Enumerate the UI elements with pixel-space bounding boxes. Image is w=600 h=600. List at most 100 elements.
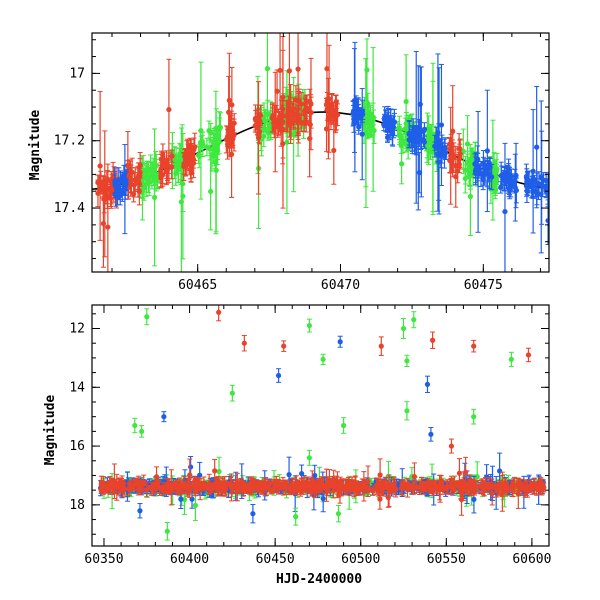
data-point xyxy=(438,142,444,148)
x-tick-label: 60470 xyxy=(321,278,360,293)
data-point xyxy=(153,162,159,168)
data-point xyxy=(256,130,262,136)
data-point xyxy=(204,144,210,150)
data-point xyxy=(323,101,330,108)
data-point xyxy=(351,120,357,126)
data-point xyxy=(304,105,310,111)
data-point xyxy=(192,502,198,508)
data-point xyxy=(213,167,219,173)
data-point xyxy=(421,126,428,132)
plot-area xyxy=(92,33,549,272)
data-point xyxy=(223,136,229,143)
data-point xyxy=(457,153,463,159)
data-point xyxy=(188,464,194,470)
data-point xyxy=(166,106,172,113)
data-point xyxy=(230,131,236,137)
data-point xyxy=(472,161,478,167)
data-point xyxy=(432,143,438,149)
data-point xyxy=(417,101,423,107)
data-point xyxy=(270,112,276,119)
data-point xyxy=(191,156,197,163)
data-point xyxy=(545,184,549,190)
data-point xyxy=(324,66,330,72)
data-point xyxy=(151,194,158,200)
data-point xyxy=(358,113,364,119)
data-point xyxy=(493,181,499,187)
data-point xyxy=(226,109,232,115)
data-point xyxy=(128,178,134,184)
data-point xyxy=(363,117,369,123)
data-point xyxy=(131,191,137,197)
data-point xyxy=(540,183,546,189)
data-point xyxy=(295,66,301,72)
data-point xyxy=(545,217,549,224)
data-point xyxy=(451,155,457,161)
data-point xyxy=(307,98,313,104)
data-point xyxy=(506,186,512,192)
data-point xyxy=(280,94,286,100)
data-point xyxy=(95,190,101,196)
data-point xyxy=(418,136,424,143)
data-point xyxy=(307,122,313,128)
data-point xyxy=(185,152,191,158)
data-point xyxy=(350,108,357,114)
data-point xyxy=(264,111,271,117)
data-point xyxy=(116,178,122,184)
data-point xyxy=(356,124,362,130)
data-point xyxy=(169,153,175,159)
data-point xyxy=(226,97,232,103)
data-point xyxy=(331,147,337,154)
data-point xyxy=(433,133,440,140)
data-point xyxy=(143,176,150,182)
data-point xyxy=(274,88,280,94)
data-point xyxy=(513,172,519,179)
data-point xyxy=(450,128,456,134)
data-point xyxy=(535,191,542,197)
data-point xyxy=(95,179,101,186)
data-point xyxy=(492,169,498,175)
data-point xyxy=(484,148,490,154)
x-tick-label: 60465 xyxy=(178,278,217,293)
data-point xyxy=(502,176,508,182)
data-point xyxy=(283,113,289,119)
data-point xyxy=(277,67,283,73)
data-point xyxy=(364,67,370,73)
data-point xyxy=(464,141,471,147)
data-point xyxy=(298,120,304,126)
data-point xyxy=(135,180,141,186)
data-point xyxy=(399,161,405,167)
data-point xyxy=(442,150,449,156)
data-point xyxy=(529,184,535,190)
x-tick-label: 60475 xyxy=(464,278,503,293)
data-point xyxy=(474,474,480,480)
data-point xyxy=(370,116,376,123)
data-point xyxy=(506,166,512,173)
data-point xyxy=(295,116,301,122)
data-point xyxy=(217,124,224,131)
data-point xyxy=(385,115,391,121)
data-point xyxy=(210,145,216,151)
data-point xyxy=(512,177,518,184)
data-point xyxy=(489,174,495,180)
data-point xyxy=(502,208,508,215)
data-point xyxy=(149,172,155,178)
data-point xyxy=(298,101,304,107)
data-point xyxy=(105,224,111,230)
data-point xyxy=(208,188,214,195)
data-point xyxy=(229,102,235,108)
data-point xyxy=(182,159,189,165)
y-tick-label: 17 xyxy=(69,66,85,81)
data-point xyxy=(359,131,365,137)
data-point xyxy=(534,144,540,150)
data-point xyxy=(524,178,531,184)
data-point xyxy=(329,106,335,112)
data-point xyxy=(173,162,180,168)
plot-frame xyxy=(91,32,550,273)
data-point xyxy=(161,160,168,166)
data-point xyxy=(192,144,198,150)
data-point xyxy=(365,111,372,117)
data-point xyxy=(323,126,330,132)
data-point xyxy=(462,167,469,173)
